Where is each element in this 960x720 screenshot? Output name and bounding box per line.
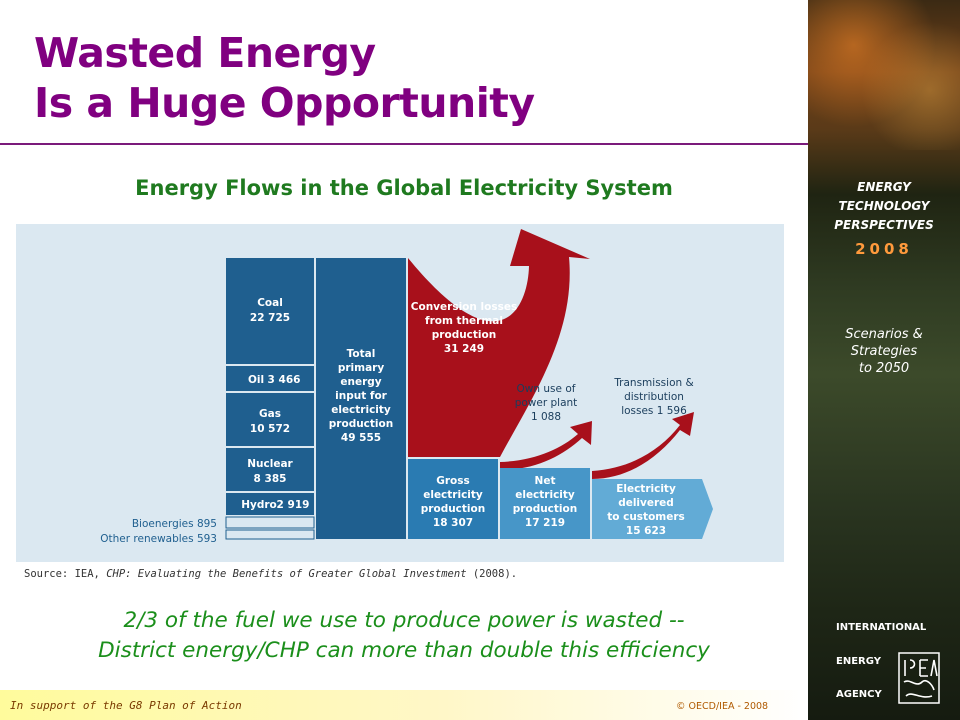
slide: Wasted Energy Is a Huge Opportunity Ener… bbox=[0, 28, 808, 720]
footer-bar bbox=[0, 690, 808, 720]
hydro-value: 2 919 bbox=[277, 499, 310, 511]
coal-value: 22 725 bbox=[250, 312, 290, 324]
total-line-4: input for bbox=[335, 390, 388, 402]
conversion-losses-arrow bbox=[408, 229, 590, 457]
scenarios-line-2: Strategies bbox=[850, 344, 918, 359]
total-line-2: primary bbox=[338, 362, 384, 374]
coal-box bbox=[226, 258, 314, 364]
own-use-value: 1 088 bbox=[531, 411, 561, 423]
own-use-line-2: power plant bbox=[515, 397, 578, 409]
gross-line-1: Gross bbox=[436, 475, 470, 487]
transmission-value: losses 1 596 bbox=[621, 405, 687, 417]
hydro-box bbox=[226, 493, 314, 515]
energy-flow-svg: Coal 22 725 Oil 3 466 Gas 10 572 Nuclear… bbox=[100, 229, 713, 545]
source-suffix: (2008). bbox=[466, 568, 518, 580]
net-line-3: production bbox=[513, 503, 577, 515]
agency-line-3: AGENCY bbox=[836, 689, 882, 700]
agency-line-1: INTERNATIONAL bbox=[836, 622, 927, 633]
gross-box bbox=[408, 459, 498, 539]
coal-label: Coal bbox=[257, 297, 283, 309]
key-message-line-1: 2/3 of the fuel we use to produce power … bbox=[123, 608, 685, 633]
key-message: 2/3 of the fuel we use to produce power … bbox=[0, 606, 808, 666]
gross-line-3: production bbox=[421, 503, 485, 515]
own-use-line-1: Own use of bbox=[517, 383, 576, 395]
agency-line-2: ENERGY bbox=[836, 656, 881, 667]
iea-logo-icon bbox=[898, 652, 940, 704]
net-line-2: electricity bbox=[515, 489, 575, 501]
source-prefix: Source: IEA, bbox=[24, 568, 107, 580]
scenarios-line-3: to 2050 bbox=[858, 361, 910, 376]
nuclear-value: 8 385 bbox=[254, 473, 287, 485]
nuclear-label: Nuclear bbox=[247, 458, 293, 470]
scenarios-line-1: Scenarios & bbox=[845, 327, 923, 342]
transmission-loss-arrow bbox=[592, 412, 694, 479]
source-citation: Source: IEA, CHP: Evaluating the Benefit… bbox=[24, 568, 517, 580]
oil-label: Oil bbox=[248, 374, 264, 386]
net-box bbox=[500, 468, 590, 539]
total-value: 49 555 bbox=[341, 432, 381, 444]
title-divider bbox=[0, 143, 808, 145]
total-line-5: electricity bbox=[331, 404, 391, 416]
source-title: CHP: Evaluating the Benefits of Greater … bbox=[106, 568, 467, 580]
copyright: © OECD/IEA - 2008 bbox=[676, 701, 769, 712]
own-use-arrow bbox=[500, 421, 592, 470]
delivered-value: 15 623 bbox=[626, 525, 666, 537]
conversion-line-1: Conversion losses bbox=[411, 301, 517, 313]
delivered-line-3: to customers bbox=[607, 511, 685, 523]
delivered-arrow bbox=[592, 479, 713, 539]
total-line-3: energy bbox=[340, 376, 381, 388]
nuclear-box bbox=[226, 448, 314, 491]
etp-line-3: PERSPECTIVES bbox=[834, 218, 934, 232]
other-renewables-box bbox=[225, 529, 315, 540]
delivered-line-1: Electricity bbox=[616, 483, 676, 495]
gas-box bbox=[226, 393, 314, 446]
etp-heading: ENERGY TECHNOLOGY PERSPECTIVES bbox=[808, 178, 960, 235]
oil-value: 3 466 bbox=[268, 374, 301, 386]
title-line-1: Wasted Energy bbox=[34, 29, 376, 77]
gas-label: Gas bbox=[259, 408, 281, 420]
bioenergies-label: Bioenergies 895 bbox=[132, 518, 217, 530]
bioenergy-box bbox=[225, 516, 315, 529]
etp-year: 2008 bbox=[855, 240, 913, 258]
gross-line-2: electricity bbox=[423, 489, 483, 501]
conversion-line-2: from thermal bbox=[425, 315, 503, 327]
etp-line-2: TECHNOLOGY bbox=[838, 199, 930, 213]
sidebar-panel: ENERGY TECHNOLOGY PERSPECTIVES 2008 Scen… bbox=[808, 0, 960, 720]
total-line-1: Total bbox=[347, 348, 376, 360]
etp-line-1: ENERGY bbox=[857, 180, 911, 194]
gas-value: 10 572 bbox=[250, 423, 290, 435]
diagram-title: Energy Flows in the Global Electricity S… bbox=[135, 176, 673, 200]
transmission-line-1: Transmission & bbox=[613, 377, 693, 389]
oil-box bbox=[226, 366, 314, 391]
total-box bbox=[316, 258, 406, 539]
g8-support-note: In support of the G8 Plan of Action bbox=[10, 699, 242, 712]
page-title: Wasted Energy Is a Huge Opportunity bbox=[34, 28, 535, 128]
conversion-line-3: production bbox=[432, 329, 496, 341]
delivered-line-2: delivered bbox=[618, 497, 674, 509]
energy-flow-diagram: Coal 22 725 Oil 3 466 Gas 10 572 Nuclear… bbox=[16, 224, 784, 562]
total-line-6: production bbox=[329, 418, 393, 430]
net-value: 17 219 bbox=[525, 517, 565, 529]
title-line-2: Is a Huge Opportunity bbox=[34, 79, 535, 127]
scenarios-note: Scenarios & Strategies to 2050 bbox=[808, 326, 960, 377]
other-renewables-label: Other renewables 593 bbox=[100, 533, 217, 545]
key-message-line-2: District energy/CHP can more than double… bbox=[98, 638, 710, 663]
hydro-label: Hydro bbox=[241, 499, 277, 511]
conversion-value: 31 249 bbox=[444, 343, 484, 355]
net-line-1: Net bbox=[535, 475, 556, 487]
gross-value: 18 307 bbox=[433, 517, 473, 529]
transmission-line-2: distribution bbox=[624, 391, 684, 403]
